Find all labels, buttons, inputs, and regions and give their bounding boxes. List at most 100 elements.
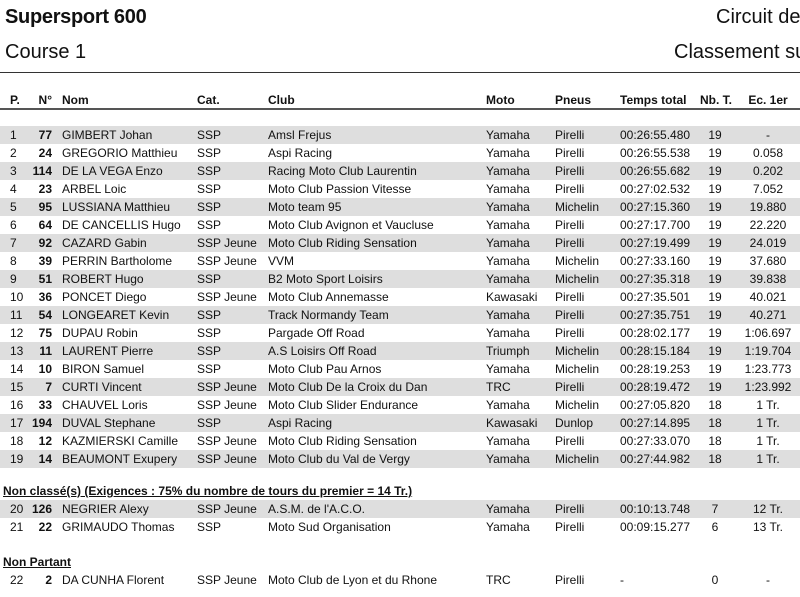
cell-total-time: 00:09:15.277 [620, 520, 691, 534]
cell-category: SSP Jeune [197, 398, 257, 412]
cell-gap: 40.271 [749, 308, 787, 322]
cell-category: SSP [197, 128, 222, 142]
cell-club: Track Normandy Team [268, 308, 389, 322]
table-row: 4 23 ARBEL Loic SSP Moto Club Passion Vitess… [0, 180, 800, 198]
cell-position: 2 [10, 146, 17, 160]
cell-laps: 19 [708, 308, 722, 322]
cell-moto: Kawasaki [486, 290, 538, 304]
cell-total-time: 00:27:02.532 [620, 182, 691, 196]
cell-number: 77 [38, 128, 52, 142]
cell-name: DUPAU Robin [62, 326, 138, 340]
cell-club: Moto Club Avignon et Vaucluse [268, 218, 434, 232]
cell-laps: 19 [708, 272, 722, 286]
cell-position: 20 [10, 502, 24, 516]
cell-position: 17 [10, 416, 24, 430]
cell-number: 194 [31, 416, 52, 430]
non-classes-heading: Non classé(s) (Exigences : 75% du nombre… [3, 484, 413, 498]
cell-club: Moto Sud Organisation [268, 520, 391, 534]
cell-gap: 1 Tr. [756, 416, 780, 430]
table-row: 1 77 GIMBERT Johan SSP Amsl Frejus Yamaha Pire… [0, 126, 800, 144]
table-row: 7 92 CAZARD Gabin SSP Jeune Moto Club Riding… [0, 234, 800, 252]
cell-tyres: Pirelli [555, 128, 585, 142]
cell-position: 1 [10, 128, 17, 142]
cell-gap: 1:23.992 [744, 380, 792, 394]
table-row: 12 75 DUPAU Robin SSP Pargade Off Road Yamaha… [0, 324, 800, 342]
cell-moto: Yamaha [486, 164, 530, 178]
cell-name: CHAUVEL Loris [62, 398, 148, 412]
cell-club: Aspi Racing [268, 146, 333, 160]
cell-gap: 7.052 [752, 182, 784, 196]
cell-name: DE CANCELLIS Hugo [62, 218, 181, 232]
cell-gap: 19.880 [749, 200, 787, 214]
cell-club: Moto Club De la Croix du Dan [268, 380, 428, 394]
cell-moto: TRC [486, 380, 511, 394]
cell-total-time: 00:27:14.895 [620, 416, 691, 430]
column-header-gap: Ec. 1er [748, 93, 788, 107]
table-row: 5 95 LUSSIANA Matthieu SSP Moto team 95 Yamah… [0, 198, 800, 216]
cell-gap: 22.220 [749, 218, 787, 232]
cell-name: GIMBERT Johan [62, 128, 153, 142]
cell-tyres: Pirelli [555, 520, 585, 534]
cell-moto: Yamaha [486, 218, 530, 232]
cell-gap: 1:23.773 [744, 362, 792, 376]
cell-total-time: 00:27:35.751 [620, 308, 691, 322]
cell-total-time: 00:27:35.501 [620, 290, 691, 304]
cell-total-time: 00:27:35.318 [620, 272, 691, 286]
cell-total-time: 00:27:33.070 [620, 434, 691, 448]
cell-number: 24 [38, 146, 52, 160]
cell-name: PERRIN Bartholome [62, 254, 173, 268]
cell-position: 6 [10, 218, 17, 232]
cell-tyres: Pirelli [555, 308, 585, 322]
cell-club: Aspi Racing [268, 416, 333, 430]
cell-name: KAZMIERSKI Camille [62, 434, 179, 448]
cell-club: Moto team 95 [268, 200, 342, 214]
cell-position: 7 [10, 236, 17, 250]
table-row: 22 2 DA CUNHA Florent SSP Jeune Moto Club de… [0, 571, 800, 589]
table-row: 14 10 BIRON Samuel SSP Moto Club Pau Arnos Ya… [0, 360, 800, 378]
cell-gap: - [766, 128, 770, 142]
page-title: Supersport 600 [5, 6, 147, 28]
cell-moto: Yamaha [486, 200, 530, 214]
cell-name: DE LA VEGA Enzo [62, 164, 163, 178]
cell-category: SSP Jeune [197, 254, 257, 268]
cell-position: 19 [10, 452, 24, 466]
cell-total-time: 00:28:19.472 [620, 380, 691, 394]
cell-number: 22 [38, 520, 52, 534]
cell-name: DA CUNHA Florent [62, 573, 165, 587]
column-header-tyres: Pneus [555, 93, 592, 107]
cell-number: 92 [38, 236, 52, 250]
table-row: 2 24 GREGORIO Matthieu SSP Aspi Racing Yamaha… [0, 144, 800, 162]
cell-club: A.S Loisirs Off Road [268, 344, 377, 358]
cell-club: Moto Club Riding Sensation [268, 434, 417, 448]
cell-name: LUSSIANA Matthieu [62, 200, 171, 214]
cell-laps: 18 [708, 452, 722, 466]
cell-category: SSP Jeune [197, 434, 257, 448]
cell-position: 13 [10, 344, 24, 358]
table-row: 10 36 PONCET Diego SSP Jeune Moto Club Annem… [0, 288, 800, 306]
cell-tyres: Pirelli [555, 573, 585, 587]
cell-number: 11 [39, 344, 52, 358]
cell-name: PONCET Diego [62, 290, 147, 304]
cell-gap: - [766, 573, 770, 587]
column-header-laps: Nb. T. [700, 93, 732, 107]
cell-gap: 1 Tr. [756, 452, 780, 466]
table-row: 9 51 ROBERT Hugo SSP B2 Moto Sport Loisirs Ya… [0, 270, 800, 288]
column-header-category: Cat. [197, 93, 220, 107]
cell-club: Pargade Off Road [268, 326, 365, 340]
cell-moto: Yamaha [486, 182, 530, 196]
cell-tyres: Michelin [555, 254, 600, 268]
column-header-moto: Moto [486, 93, 515, 107]
cell-moto: Kawasaki [486, 416, 538, 430]
cell-total-time: 00:27:19.499 [620, 236, 691, 250]
cell-laps: 6 [711, 520, 719, 534]
cell-total-time: 00:27:05.820 [620, 398, 691, 412]
cell-moto: TRC [486, 573, 511, 587]
cell-category: SSP Jeune [197, 502, 257, 516]
cell-club: A.S.M. de l'A.C.O. [268, 502, 365, 516]
table-row: 15 7 CURTI Vincent SSP Jeune Moto Club De la… [0, 378, 800, 396]
table-row: 6 64 DE CANCELLIS Hugo SSP Moto Club Avignon… [0, 216, 800, 234]
table-row: 18 12 KAZMIERSKI Camille SSP Jeune Moto Club… [0, 432, 800, 450]
cell-tyres: Pirelli [555, 290, 585, 304]
column-header-position: P. [10, 93, 20, 107]
cell-tyres: Pirelli [555, 236, 585, 250]
